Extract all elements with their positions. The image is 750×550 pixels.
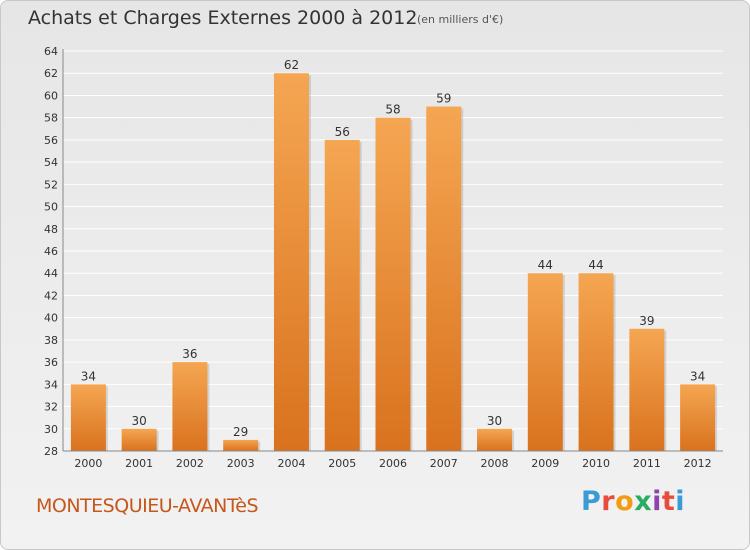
x-tick-labels: 2000 2001 2002 2003 2004 2005 2006 2007 2008 2009… [74,457,711,470]
y-tick-label: 28 [44,445,58,458]
x-tick-label: 2002 [176,457,204,470]
bar [426,106,462,452]
value-label: 39 [639,314,654,328]
value-label: 34 [690,369,705,383]
y-tick-label: 58 [44,112,58,125]
x-tick-label: 2005 [328,457,356,470]
y-tick-label: 52 [44,178,58,191]
axes [62,49,723,452]
value-label: 56 [335,125,350,139]
bar [70,384,106,451]
x-tick-label: 2011 [633,457,661,470]
logo-letter: t [661,486,676,517]
logo-letter: x [634,486,653,517]
bar [273,73,309,451]
y-tick-label: 46 [44,245,58,258]
value-labels: 34 30 36 29 62 56 58 59 30 44 44 39 34 [81,58,706,439]
bars [70,73,718,452]
bar [223,439,259,451]
bar [477,428,513,451]
y-tick-label: 36 [44,356,58,369]
value-label: 59 [436,92,451,106]
x-tick-label: 2008 [481,457,509,470]
bar [578,273,614,451]
value-label: 62 [284,58,299,72]
logo-letter: P [581,486,602,517]
logo-letter: r [601,486,616,517]
value-label: 29 [233,425,248,439]
bar [121,428,157,451]
x-tick-label: 2000 [74,457,102,470]
x-tick-label: 2003 [227,457,255,470]
y-tick-labels: 28 30 32 34 36 38 40 42 44 46 48 50 52 54 56 58 60 62 64 [44,45,58,458]
x-tick-label: 2009 [531,457,559,470]
y-tick-label: 54 [44,156,58,169]
bar [527,273,563,451]
value-label: 34 [81,369,96,383]
value-label: 44 [588,258,603,272]
y-tick-label: 30 [44,423,58,436]
bar [375,117,411,452]
bar [629,328,665,451]
x-tick-label: 2006 [379,457,407,470]
y-tick-label: 50 [44,201,58,214]
value-label: 58 [385,103,400,117]
x-tick-label: 2001 [125,457,153,470]
bar [324,139,360,451]
y-tick-label: 48 [44,223,58,236]
y-tick-label: 40 [44,312,58,325]
value-label: 36 [182,347,197,361]
value-label: 44 [538,258,553,272]
x-tick-label: 2010 [582,457,610,470]
y-tick-label: 44 [44,267,58,280]
logo-letter: i [652,486,662,517]
y-tick-label: 56 [44,134,58,147]
bar [680,384,716,451]
x-tick-label: 2004 [277,457,305,470]
logo-letter: o [615,486,635,517]
y-tick-label: 62 [44,67,58,80]
value-label: 30 [132,414,147,428]
value-label: 30 [487,414,502,428]
y-tick-label: 42 [44,289,58,302]
y-tick-label: 64 [44,45,58,58]
y-tick-label: 38 [44,334,58,347]
bar [172,362,208,451]
x-tick-label: 2007 [430,457,458,470]
y-tick-label: 34 [44,378,58,391]
chart-unit: (en milliers d'€) [417,13,504,26]
logo-letter: i [675,486,686,517]
y-tick-label: 32 [44,401,58,414]
x-tick-label: 2012 [684,457,712,470]
y-tick-label: 60 [44,89,58,102]
chart-title: Achats et Charges Externes 2000 à 2012 [28,7,418,29]
proxiti-logo: Proxiti [581,486,685,517]
commune-name: MONTESQUIEU-AVANTèS [36,495,259,517]
